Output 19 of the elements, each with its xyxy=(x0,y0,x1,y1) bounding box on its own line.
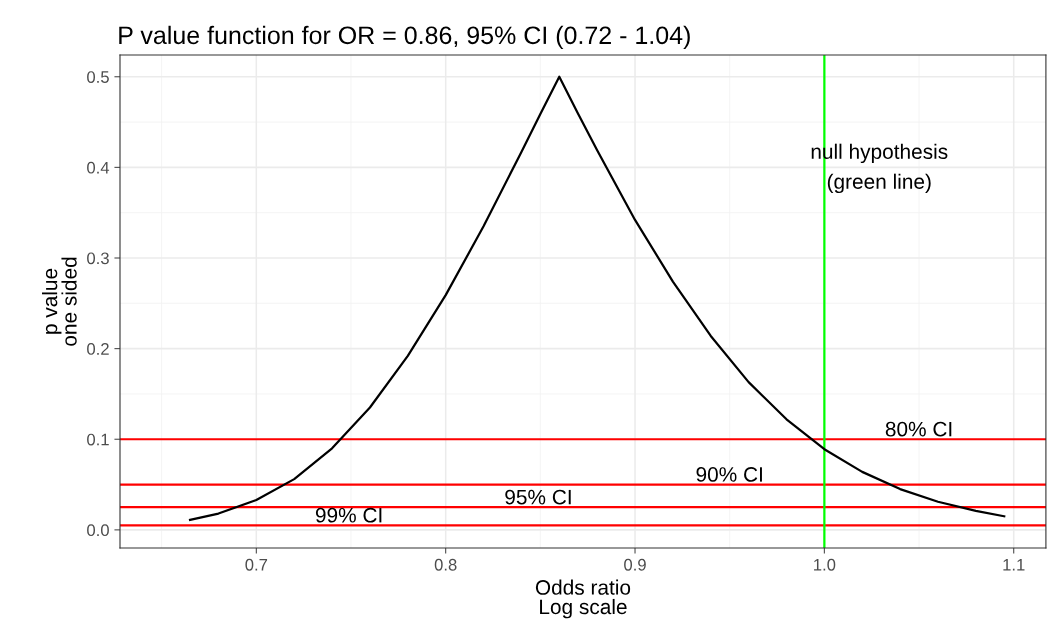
x-tick-label: 1.0 xyxy=(814,558,836,571)
y-tick-label: 0.3 xyxy=(87,252,109,265)
annotation: 95% CI xyxy=(505,489,571,505)
y-axis-title: p value one sided xyxy=(42,257,77,346)
y-tick-label: 0.5 xyxy=(87,71,109,83)
x-axis-title: Odds ratio Log scale xyxy=(535,579,631,619)
y-tick-label: 0.0 xyxy=(87,524,109,537)
x-tick-label: 1.1 xyxy=(1003,559,1025,571)
y-tick-label: 0.4 xyxy=(87,161,110,174)
annotation: 99% CI xyxy=(315,507,382,523)
y-tick-label: 0.2 xyxy=(87,343,109,355)
chart-title: P value function for OR = 0.86, 95% CI (0.72 - 1.04) xyxy=(119,25,690,50)
x-tick-label: 0.7 xyxy=(245,558,268,571)
x-tick-label: 0.9 xyxy=(624,558,646,571)
y-tick-label: 0.1 xyxy=(87,433,109,446)
annotation: 80% CI xyxy=(885,421,952,437)
x-tick-label: 0.8 xyxy=(434,558,457,571)
line-series xyxy=(188,75,1006,522)
annotation: 90% CI xyxy=(696,467,762,482)
